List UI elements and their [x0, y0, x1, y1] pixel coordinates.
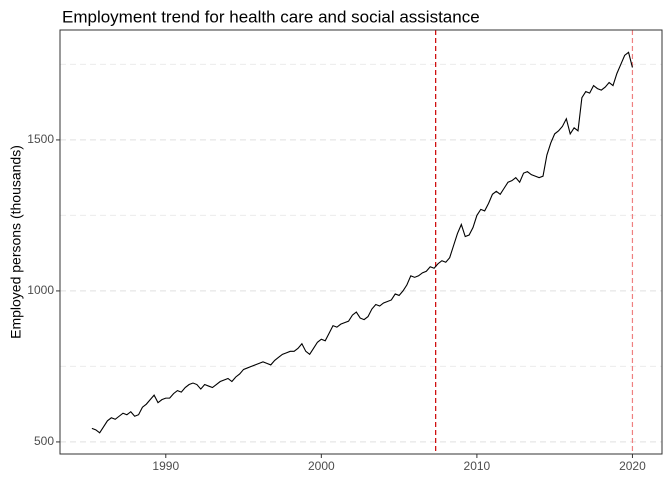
y-tick-label: 500 — [34, 434, 54, 448]
x-tick-label: 2010 — [464, 459, 491, 473]
chart-title: Employment trend for health care and soc… — [62, 7, 480, 26]
y-axis-label: Employed persons (thousands) — [8, 145, 24, 339]
y-tick-label: 1500 — [27, 132, 54, 146]
plot-border — [59, 29, 663, 455]
y-tick-label: 1000 — [27, 283, 54, 297]
x-tick-label: 1990 — [152, 459, 179, 473]
x-tick-label: 2000 — [308, 459, 335, 473]
data-line — [91, 51, 633, 434]
x-tick-label: 2020 — [619, 459, 646, 473]
